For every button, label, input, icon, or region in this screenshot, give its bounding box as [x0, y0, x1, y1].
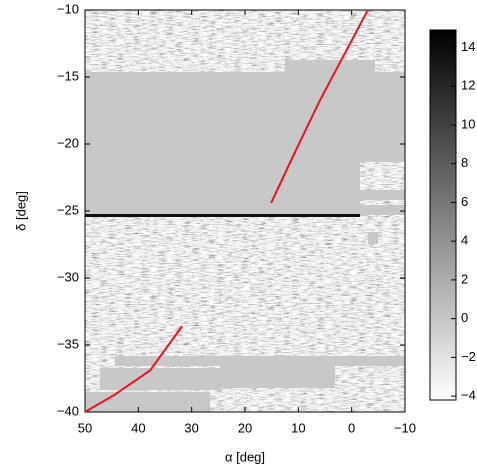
curve [84, 325, 183, 413]
x-tick-label: 40 [131, 420, 145, 435]
mask [85, 72, 360, 215]
x-tick-label: 50 [78, 420, 92, 435]
x-tick-label: 20 [238, 420, 252, 435]
y-tick-label: −35 [57, 336, 79, 351]
mask [85, 392, 210, 412]
x-tick-label: −10 [394, 420, 416, 435]
y-tick-label: −25 [57, 202, 79, 217]
mask [285, 60, 375, 74]
colorbar [429, 29, 457, 401]
y-axis-label: δ [deg] [13, 191, 28, 231]
density-map [85, 10, 405, 412]
x-tick-label: 0 [348, 420, 355, 435]
colorbar-tick-label: 6 [461, 194, 468, 209]
y-tick-label: −10 [57, 1, 79, 16]
colorbar-tick-label: 12 [461, 78, 475, 93]
x-tick-label: 10 [291, 420, 305, 435]
mask [100, 368, 220, 390]
y-tick-label: −20 [57, 135, 79, 150]
colorbar-tick-label: 2 [461, 271, 468, 286]
mask-edge [85, 214, 360, 217]
x-axis-label: α [deg] [225, 449, 265, 464]
mask [360, 190, 405, 200]
mask [115, 356, 405, 366]
mask [360, 72, 405, 162]
curve [270, 10, 369, 204]
colorbar-tick-label: 0 [461, 310, 468, 325]
colorbar-tick-label: −2 [461, 349, 476, 364]
y-tick-label: −15 [57, 68, 79, 83]
mask [368, 232, 378, 244]
colorbar-tick-label: 10 [461, 116, 475, 131]
mask [360, 205, 405, 215]
y-tick-label: −40 [57, 403, 79, 418]
colorbar-tick-label: 8 [461, 155, 468, 170]
colorbar-tick-label: 14 [461, 39, 475, 54]
colorbar-tick-label: 4 [461, 233, 468, 248]
colorbar-tick-label: −4 [461, 388, 476, 403]
masked-regions [85, 60, 405, 412]
y-tick-label: −30 [57, 269, 79, 284]
x-tick-label: 30 [184, 420, 198, 435]
mask [220, 362, 335, 388]
